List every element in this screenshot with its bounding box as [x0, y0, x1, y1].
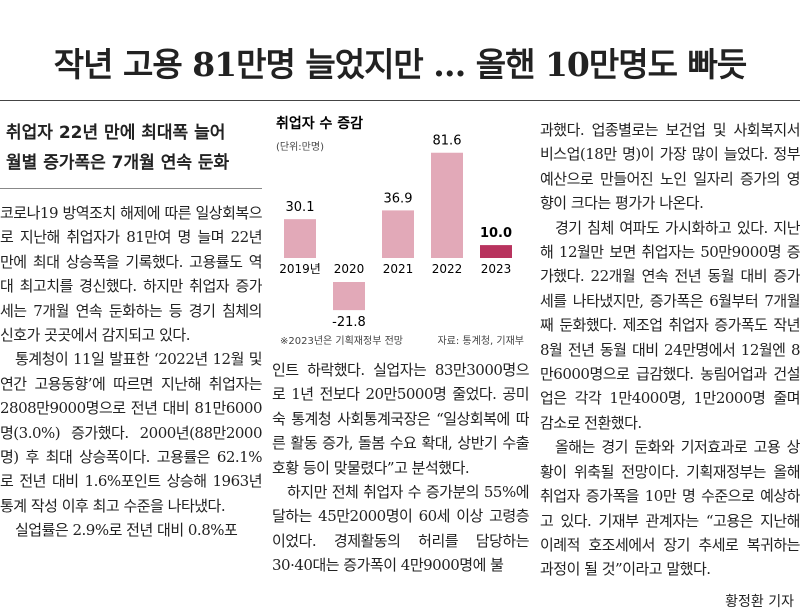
value-label: -21.8 [332, 315, 366, 330]
paragraph: 하지만 전체 취업자 수 증가분의 55%에 달하는 45만2000명이 60세… [272, 483, 529, 575]
value-label: 30.1 [286, 200, 315, 215]
bar [284, 219, 316, 258]
subheadline: 취업자 22년 만에 최대폭 늘어 월별 증가폭은 7개월 연속 둔화 [6, 118, 262, 178]
paragraph: 실업률은 2.9%로 전년 대비 0.8%포 [15, 521, 238, 540]
bar [333, 282, 365, 311]
subheadline-line: 월별 증가폭은 7개월 연속 둔화 [6, 153, 230, 173]
x-tick-label: 2021 [383, 262, 414, 276]
value-label: 81.6 [433, 134, 462, 149]
x-tick-label: 2019년 [279, 262, 321, 276]
bar [480, 245, 512, 258]
headline: 작년 고용 81만명 늘었지만 … 올핸 10만명도 빠듯 [53, 45, 747, 84]
x-tick-label: 2023 [481, 262, 512, 276]
paragraph: 올해는 경기 둔화와 기저효과로 고용 상황이 위축될 전망이다. 기획재정부는… [540, 438, 800, 579]
paragraph: 경기 침체 여파도 가시화하고 있다. 지난해 12월만 보면 취업자는 50만… [540, 218, 800, 432]
rule [0, 100, 800, 101]
chart-note: ※2023년은 기획재정부 전망 [280, 335, 403, 347]
paragraph: 과했다. 업종별로는 보건업 및 사회복지서비스업(18만 명)이 가장 많이 … [540, 121, 800, 213]
bar [431, 152, 463, 258]
chart-note: 자료: 통계청, 기재부 [437, 335, 524, 347]
bar [382, 210, 414, 258]
byline: 황정환 기자 [719, 591, 794, 611]
paragraph: 인트 하락했다. 실업자는 83만3000명으로 1년 전보다 20만5000명… [272, 361, 529, 477]
x-tick-label: 2020 [334, 262, 365, 276]
value-label: 10.0 [480, 226, 512, 241]
subheadline-line: 취업자 22년 만에 최대폭 늘어 [6, 123, 226, 143]
value-label: 36.9 [384, 191, 413, 206]
column: 과했다. 업종별로는 보건업 및 사회복지서비스업(18만 명)이 가장 많이 … [540, 118, 800, 615]
paragraph: 코로나19 방역조치 해제에 따른 일상회복으로 지난해 취업자가 81만여 명… [0, 204, 262, 345]
column: 코로나19 방역조치 해제에 따른 일상회복으로 지난해 취업자가 81만여 명… [0, 201, 262, 615]
chart-subtitle: (단위:만명) [276, 140, 324, 153]
paragraph: 통계청이 11일 발표한 ‘2022년 12월 및 연간 고용동향’에 따르면 … [0, 350, 262, 515]
column: 인트 하락했다. 실업자는 83만3000명으로 1년 전보다 20만5000명… [272, 358, 529, 615]
chart: 취업자 수 증감 (단위:만명) ※2023년은 기획재정부 전망 자료: 통계… [276, 115, 524, 347]
x-tick-label: 2022 [432, 262, 463, 276]
rule [0, 188, 262, 189]
chart-title: 취업자 수 증감 [276, 115, 363, 132]
